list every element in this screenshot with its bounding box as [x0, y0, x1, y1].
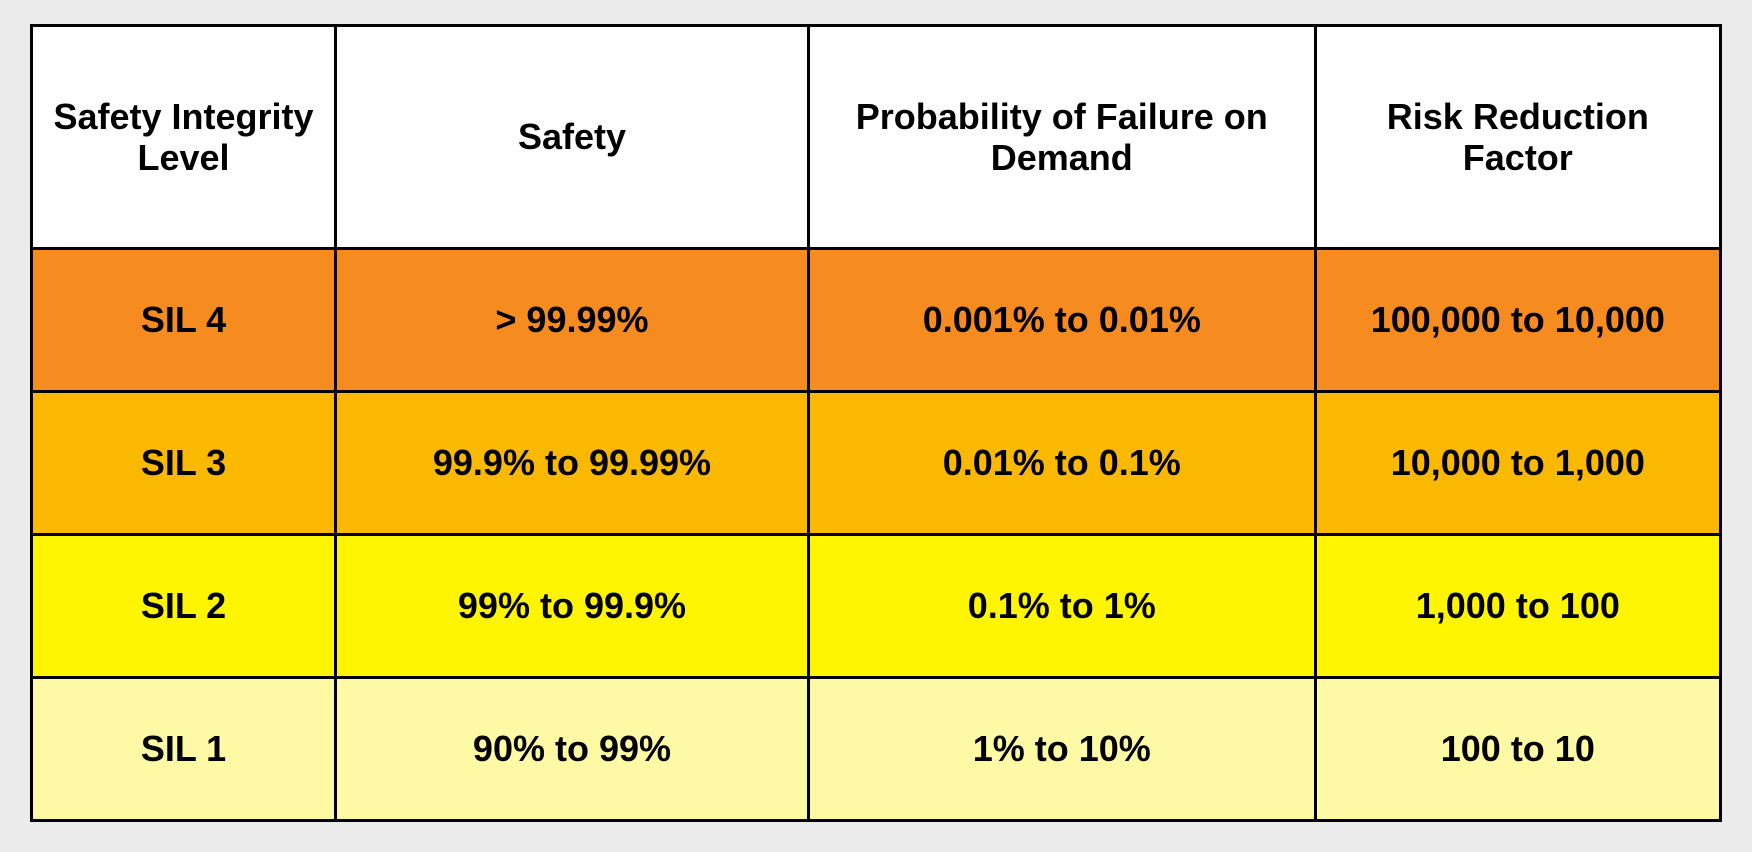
col-header-rrf: Risk Reduction Factor — [1315, 26, 1720, 249]
cell-rrf: 1,000 to 100 — [1315, 535, 1720, 678]
table-row: SIL 2 99% to 99.9% 0.1% to 1% 1,000 to 1… — [32, 535, 1721, 678]
table-header-row: Safety Integrity Level Safety Probabilit… — [32, 26, 1721, 249]
cell-sil: SIL 3 — [32, 392, 336, 535]
cell-safety: 99% to 99.9% — [336, 535, 809, 678]
col-header-sil: Safety Integrity Level — [32, 26, 336, 249]
cell-rrf: 100,000 to 10,000 — [1315, 249, 1720, 392]
table-row: SIL 1 90% to 99% 1% to 10% 100 to 10 — [32, 678, 1721, 821]
cell-safety: > 99.99% — [336, 249, 809, 392]
table-row: SIL 4 > 99.99% 0.001% to 0.01% 100,000 t… — [32, 249, 1721, 392]
cell-safety: 90% to 99% — [336, 678, 809, 821]
sil-table: Safety Integrity Level Safety Probabilit… — [30, 24, 1722, 822]
col-header-safety: Safety — [336, 26, 809, 249]
cell-sil: SIL 4 — [32, 249, 336, 392]
col-header-pfd: Probability of Failure on Demand — [808, 26, 1315, 249]
cell-rrf: 100 to 10 — [1315, 678, 1720, 821]
cell-pfd: 0.1% to 1% — [808, 535, 1315, 678]
cell-rrf: 10,000 to 1,000 — [1315, 392, 1720, 535]
cell-sil: SIL 1 — [32, 678, 336, 821]
cell-pfd: 0.01% to 0.1% — [808, 392, 1315, 535]
cell-pfd: 0.001% to 0.01% — [808, 249, 1315, 392]
cell-sil: SIL 2 — [32, 535, 336, 678]
cell-pfd: 1% to 10% — [808, 678, 1315, 821]
page-container: Safety Integrity Level Safety Probabilit… — [0, 0, 1752, 846]
table-row: SIL 3 99.9% to 99.99% 0.01% to 0.1% 10,0… — [32, 392, 1721, 535]
cell-safety: 99.9% to 99.99% — [336, 392, 809, 535]
